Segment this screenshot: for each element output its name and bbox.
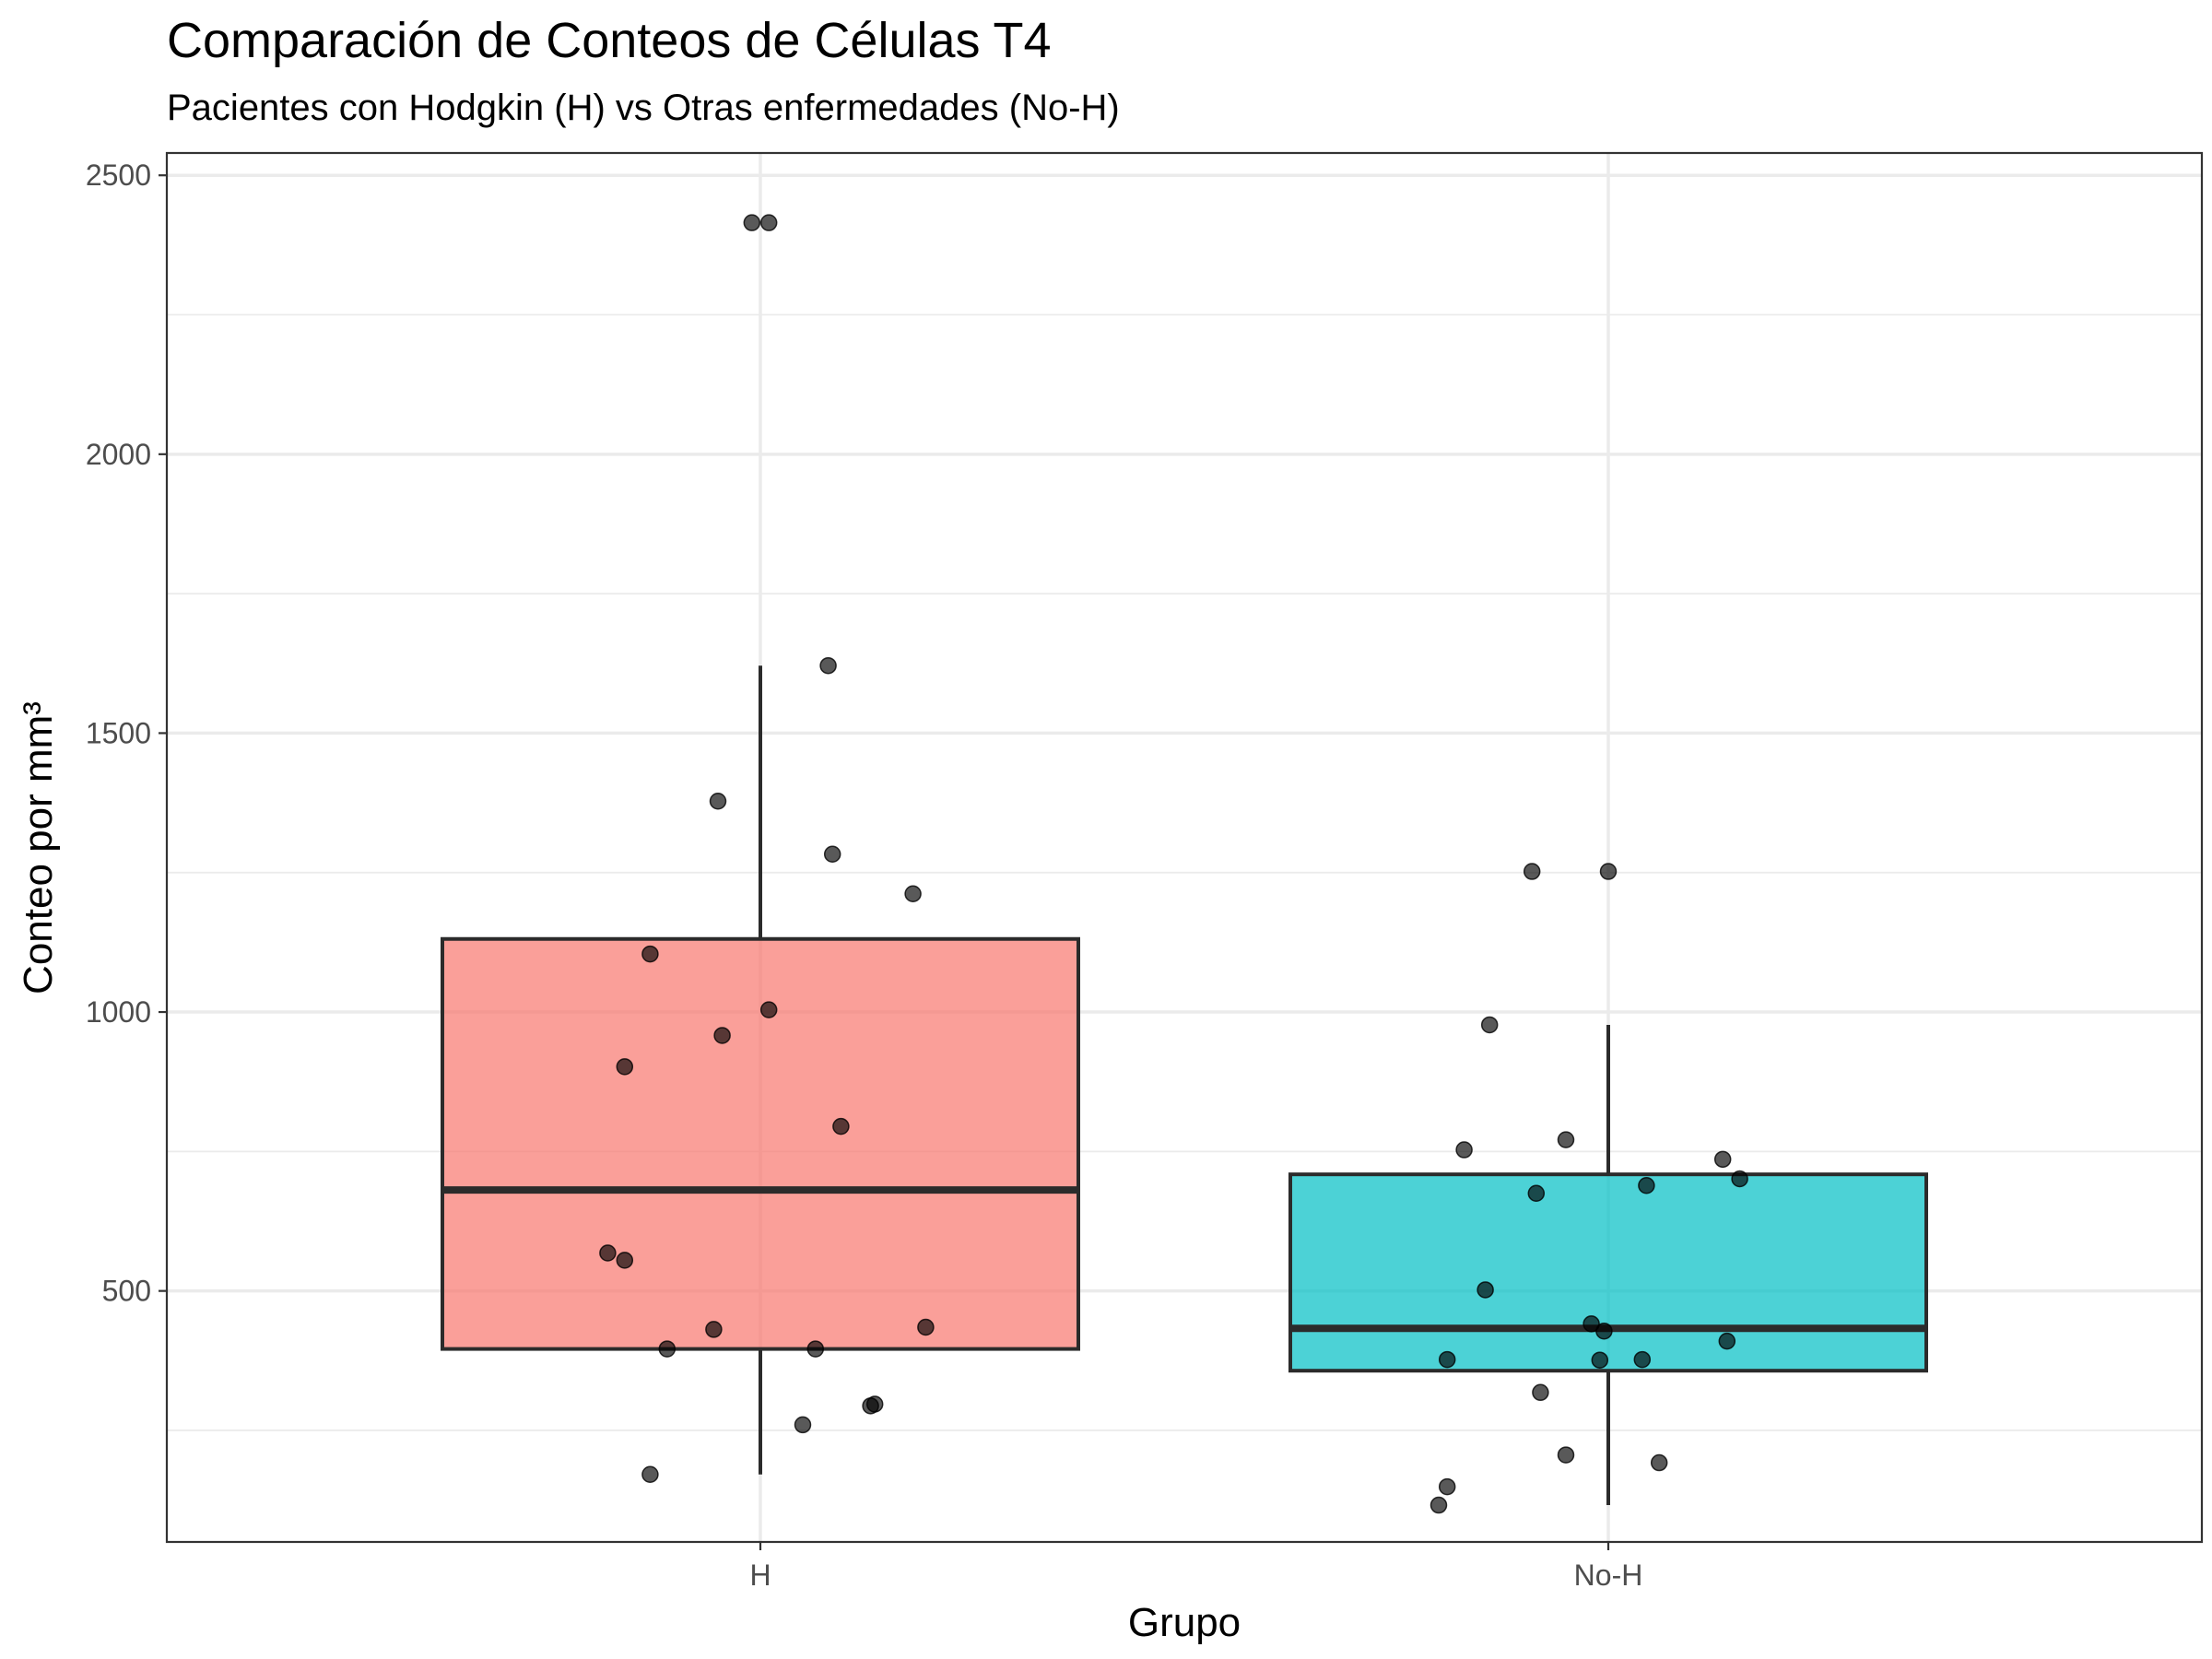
data-point — [1633, 1350, 1652, 1369]
data-point — [794, 1416, 812, 1434]
data-point — [1527, 1184, 1546, 1202]
axes: 500 1000 1500 2000 2500 H No-H — [86, 159, 1643, 1592]
data-point — [705, 1321, 723, 1338]
data-point — [904, 885, 922, 902]
chart-subtitle: Pacientes con Hodgkin (H) vs Otras enfer… — [167, 88, 1120, 128]
y-tick-label: 1000 — [86, 995, 151, 1029]
data-point — [1583, 1315, 1600, 1333]
data-point — [1599, 863, 1618, 880]
data-point — [1650, 1453, 1668, 1472]
data-point — [1480, 1016, 1499, 1034]
data-point — [1591, 1351, 1609, 1369]
data-point — [641, 1465, 659, 1484]
data-points — [599, 214, 1748, 1514]
data-point — [819, 656, 837, 675]
y-tick-label: 1500 — [86, 716, 151, 749]
data-point — [806, 1340, 825, 1358]
data-point — [1455, 1141, 1473, 1159]
data-point — [616, 1058, 634, 1076]
data-point — [1557, 1446, 1575, 1464]
data-point — [1532, 1383, 1549, 1402]
data-point — [1713, 1150, 1732, 1169]
data-point — [743, 214, 761, 231]
x-tick-label: No-H — [1574, 1559, 1643, 1592]
data-point — [832, 1117, 850, 1135]
plot-panel-border — [165, 151, 2204, 1544]
data-point — [823, 845, 841, 864]
chart-title: Comparación de Conteos de Células T4 — [167, 13, 1052, 68]
data-point — [865, 1395, 884, 1413]
y-axis-title: Conteo por mm³ — [16, 701, 61, 994]
box-H — [441, 936, 1080, 1351]
data-point — [1477, 1281, 1494, 1299]
data-point — [713, 1027, 731, 1044]
data-point — [1638, 1177, 1655, 1194]
data-point — [616, 1252, 634, 1269]
x-tick-label: H — [749, 1559, 771, 1592]
data-point — [641, 945, 659, 963]
y-tick-label: 2500 — [86, 159, 151, 192]
data-point — [1523, 863, 1541, 880]
data-point — [1718, 1332, 1736, 1350]
box-No-H — [1288, 1172, 1928, 1373]
data-point — [917, 1318, 935, 1336]
data-point — [599, 1244, 617, 1262]
y-tick-label: 2000 — [86, 438, 151, 471]
data-point — [1557, 1131, 1575, 1148]
data-point — [1731, 1170, 1748, 1188]
data-point — [1438, 1477, 1456, 1496]
data-point — [1438, 1350, 1456, 1369]
data-point — [658, 1340, 677, 1358]
data-point — [759, 214, 778, 231]
data-point — [759, 1001, 778, 1018]
data-point — [1595, 1322, 1613, 1340]
x-axis-title: Grupo — [1128, 1600, 1241, 1645]
boxes — [441, 665, 1928, 1506]
data-point — [1430, 1496, 1448, 1514]
y-tick-label: 500 — [102, 1275, 151, 1308]
data-point — [709, 793, 727, 810]
